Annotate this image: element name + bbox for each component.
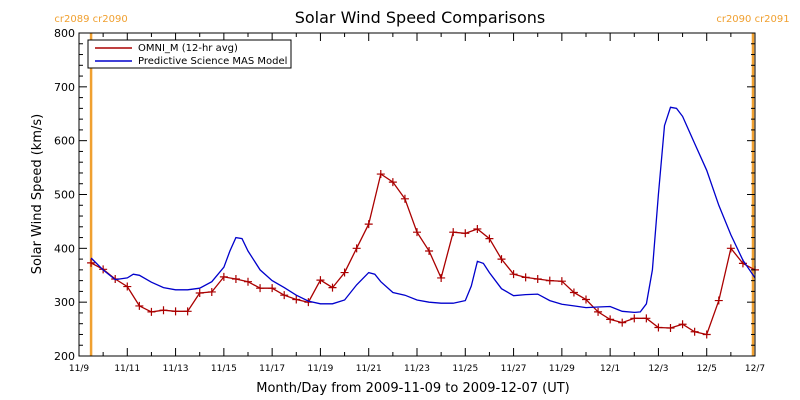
x-tick-label: 11/15: [211, 364, 237, 374]
x-tick-label: 11/25: [452, 364, 478, 374]
omni-data-point: [280, 291, 289, 300]
omni-data-point: [485, 234, 494, 243]
x-axis: 11/9 11/11 11/13 11/15 11/17 11/19 11/21 11/23 1…: [69, 33, 765, 374]
omni-data-point: [425, 247, 434, 256]
y-tick-label: 300: [54, 296, 75, 309]
omni-data-point: [364, 220, 373, 229]
omni-data-point: [461, 229, 470, 238]
y-axis-label: Solar Wind Speed (km/s): [30, 114, 45, 274]
omni-data-point: [87, 258, 96, 267]
omni-data-point: [449, 228, 458, 237]
omni-data-point: [630, 314, 639, 323]
cr-boundary-label: cr2090 cr2091: [716, 14, 789, 25]
omni-data-point: [569, 288, 578, 297]
x-tick-label: 12/7: [745, 364, 765, 374]
x-tick-label: 11/9: [69, 364, 89, 374]
omni-data-point: [473, 224, 482, 233]
omni-data-point: [135, 301, 144, 310]
omni-data-point: [231, 275, 240, 284]
omni-data-point: [497, 255, 506, 264]
omni-data-point: [726, 244, 735, 253]
x-tick-label: 12/1: [600, 364, 620, 374]
omni-data-point: [171, 307, 180, 316]
omni-data-point: [195, 289, 204, 298]
omni-data-point: [207, 287, 216, 296]
y-tick-label: 600: [54, 135, 75, 148]
omni-data-point: [594, 307, 603, 316]
omni-data-point: [183, 307, 192, 316]
y-tick-label: 500: [54, 189, 75, 202]
omni-data-point: [316, 276, 325, 285]
omni-data-point: [268, 284, 277, 293]
omni-data-point: [666, 324, 675, 333]
omni-data-point: [400, 194, 409, 203]
legend: OMNI_M (12-hr avg) Predictive Science MA…: [87, 39, 292, 69]
omni-data-point: [606, 315, 615, 324]
omni-data-point: [545, 276, 554, 285]
omni-data-point: [328, 283, 337, 292]
omni-data-point: [292, 295, 301, 304]
x-tick-label: 12/5: [697, 364, 717, 374]
omni-data-point: [582, 295, 590, 304]
x-tick-label: 11/17: [259, 364, 285, 374]
y-tick-label: 800: [54, 27, 75, 40]
omni-data-point: [437, 273, 446, 282]
omni-data-point: [256, 284, 265, 293]
series-layer: [87, 106, 759, 339]
y-tick-label: 400: [54, 242, 75, 255]
omni-data-point: [678, 320, 687, 329]
omni-data-point: [654, 323, 663, 332]
omni-data-point: [340, 268, 349, 277]
omni-data-point: [159, 306, 168, 315]
omni-data-point: [509, 270, 518, 279]
x-tick-label: 11/11: [114, 364, 140, 374]
x-tick-label: 11/29: [549, 364, 575, 374]
omni-data-point: [702, 330, 711, 339]
y-tick-label: 200: [54, 350, 75, 363]
legend-label-mas: Predictive Science MAS Model: [138, 56, 287, 67]
omni-data-point: [533, 275, 542, 284]
y-tick-label: 700: [54, 81, 75, 94]
omni-data-point: [413, 228, 421, 237]
omni-data-point: [388, 178, 397, 187]
omni-data-point: [521, 273, 530, 282]
x-tick-label: 11/23: [404, 364, 430, 374]
omni-data-point: [147, 307, 156, 316]
y-axis: 200 300 400 500 600 700 800: [54, 27, 755, 363]
omni-data-point: [618, 318, 627, 327]
x-axis-label: Month/Day from 2009-11-09 to 2009-12-07 …: [256, 381, 569, 396]
mas-model-series-line: [90, 106, 756, 314]
x-tick-label: 12/3: [648, 364, 668, 374]
cr-boundary-label: cr2089 cr2090: [54, 14, 127, 25]
omni-data-point: [244, 277, 252, 286]
legend-box: [87, 39, 292, 69]
x-tick-label: 11/19: [307, 364, 333, 374]
omni-data-point: [352, 244, 361, 253]
omni-data-point: [557, 277, 566, 286]
omni-data-point: [219, 272, 228, 281]
omni-data-point: [376, 170, 385, 179]
omni-data-point: [123, 282, 132, 291]
omni-data-point: [642, 314, 651, 323]
chart-title: Solar Wind Speed Comparisons: [295, 8, 546, 27]
x-tick-label: 11/27: [501, 364, 527, 374]
legend-label-omni: OMNI_M (12-hr avg): [138, 43, 238, 54]
x-tick-label: 11/13: [163, 364, 189, 374]
omni-data-point: [690, 327, 699, 336]
omni-data-point: [714, 296, 723, 305]
x-tick-label: 11/21: [356, 364, 382, 374]
